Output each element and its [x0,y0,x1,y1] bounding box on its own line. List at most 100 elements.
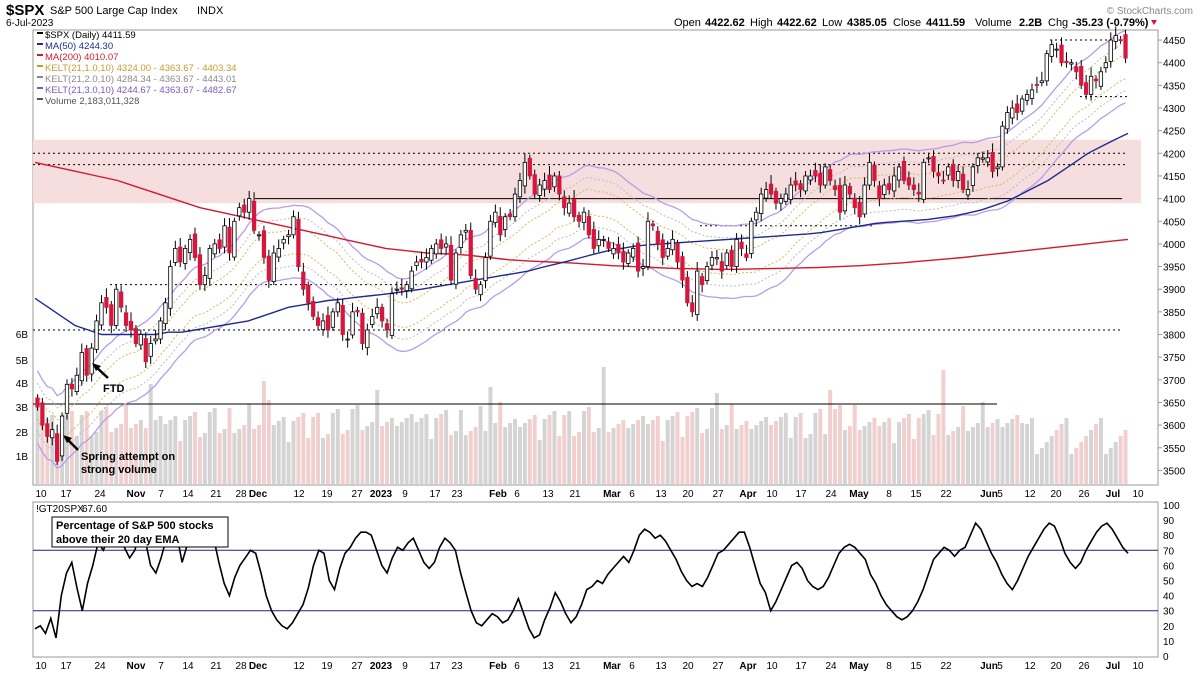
volume-bar [1025,424,1030,484]
volume-bar [306,438,311,484]
volume-bar [557,436,562,484]
candle-body [823,166,828,186]
volume-bar [473,427,478,484]
candle-body [931,156,936,172]
volume-bar [389,418,394,484]
chart-exchange: INDX [197,5,224,17]
x-tick-label: Mar [603,661,621,672]
candle-body [670,238,675,251]
x-tick-label: May [849,489,869,500]
x-tick-label: 17 [795,661,807,672]
volume-bar [951,431,956,484]
breadth-y-tick-label: 20 [1163,622,1175,633]
candle-body [591,229,596,249]
candle-body [941,179,946,182]
volume-bar [897,422,902,484]
x-tick-label: 14 [182,661,194,672]
candle-body [1069,62,1074,65]
volume-bar [808,434,813,484]
breadth-y-tick-label: 60 [1163,561,1175,572]
volume-bar [596,428,601,484]
candle-body [355,310,360,313]
x-tick-label: 27 [351,661,363,672]
candle-body [724,252,729,267]
candle-body [621,251,626,263]
candle-body [325,315,331,331]
volume-bar [1113,442,1118,484]
volume-bar [714,393,719,484]
candle-body [739,241,744,249]
candle-body [158,320,163,340]
volume-bar [798,413,803,484]
volume-tick-label: 4B [16,379,29,390]
candle-body [168,266,173,309]
candle-body [936,172,941,177]
candle-body [488,220,493,257]
x-tick-label: 12 [293,661,305,672]
quote-low: 4385.05 [847,17,887,29]
candle-body [74,374,79,392]
x-tick-label: 24 [94,661,106,672]
candle-body [64,383,70,414]
volume-bar [823,434,828,484]
x-tick-label: 10 [766,489,778,500]
candle-body [1074,66,1079,73]
candle-body [956,171,961,181]
volume-bar [1005,423,1010,484]
x-tick-label: 9 [402,489,408,500]
x-tick-label: 20 [682,661,694,672]
down-arrow-icon [1151,20,1157,25]
volume-bar [129,428,133,484]
x-tick-label: 21 [210,489,222,500]
volume-bar [626,428,631,484]
candle-body [1039,80,1044,84]
volume-bar [508,423,513,484]
candle-body [517,180,523,198]
x-tick-label: Jun [980,489,998,500]
copyright-text[interactable]: © StockCharts.com [1107,6,1193,17]
chart-symbol[interactable]: $SPX [6,2,44,19]
volume-bar [163,424,168,484]
volume-bar [266,400,271,484]
candle-body [345,338,350,341]
x-tick-label: 8 [886,661,892,672]
candle-body [439,239,444,249]
candle-body [35,397,40,408]
candle-body [84,348,89,376]
candle-body [94,320,99,350]
candle-body [690,302,695,313]
candle-body [394,288,399,291]
x-tick-label: 17 [60,661,72,672]
candle-body [89,347,94,375]
candle-body [104,296,109,308]
volume-bar [276,421,281,484]
volume-bar [995,419,1000,484]
volume-bar [483,431,488,484]
volume-bar [1084,436,1089,484]
volume-bar [916,418,921,484]
candle-body [921,161,926,200]
x-tick-label: Mar [603,489,621,500]
candle-body [522,161,528,187]
candle-body [1088,75,1094,95]
volume-bar [847,426,852,484]
volume-tick-label: 3B [16,403,29,414]
x-tick-label: 12 [293,489,305,500]
x-tick-label: 28 [235,661,247,672]
y-tick-label: 3850 [1163,308,1186,319]
volume-bar [419,418,424,484]
candle-body [631,248,636,258]
volume-bar [143,428,148,484]
volume-bar [1054,430,1059,484]
legend-swatch [37,87,43,89]
candle-body [119,291,124,308]
candle-body [483,257,488,282]
candle-body [793,180,798,186]
volume-bar [660,441,665,484]
candle-body [946,166,951,176]
volume-bar [793,417,798,484]
candle-body [557,175,562,195]
candle-body [45,423,50,437]
volume-bar [606,432,611,484]
candle-body [306,284,311,304]
